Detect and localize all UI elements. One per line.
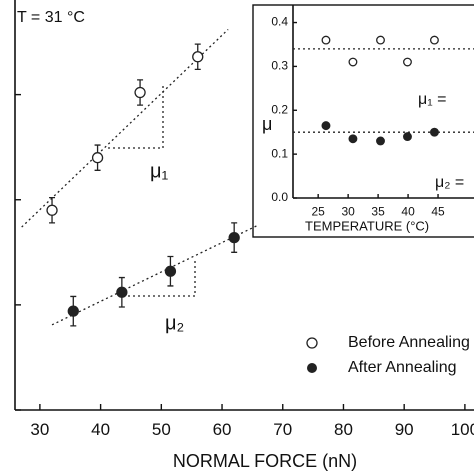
x-tick-label: 100: [451, 420, 474, 439]
y-tick-label: 0.1: [271, 146, 288, 160]
title: T = 31 °C: [17, 9, 85, 26]
point: [116, 286, 128, 298]
x-tick-label: 40: [401, 205, 415, 219]
point: [192, 51, 204, 63]
x-tick-label: 80: [334, 420, 353, 439]
inset-legend: μ₁ =: [418, 91, 446, 108]
annotation: μ₁: [150, 160, 169, 182]
x-tick-label: 45: [431, 205, 445, 219]
point: [134, 86, 146, 99]
y-tick-label: 0.0: [271, 190, 288, 204]
point: [46, 204, 58, 216]
x-axis-label: NORMAL FORCE (nN): [173, 451, 357, 471]
point: [429, 35, 439, 45]
point: [348, 134, 358, 144]
point: [67, 305, 79, 317]
legend-marker: [306, 337, 318, 349]
inset-legend: μ₂ =: [435, 174, 464, 191]
y-tick-label: 0.3: [271, 59, 288, 73]
x-tick-label: 40: [91, 420, 110, 439]
point: [403, 57, 412, 67]
x-tick-label: 60: [213, 420, 232, 439]
legend-label: After Annealing: [348, 359, 457, 376]
point: [91, 152, 104, 164]
point: [376, 136, 385, 146]
point: [321, 121, 331, 131]
point: [321, 35, 331, 45]
y-tick-label: 0.2: [271, 102, 288, 116]
point: [348, 57, 358, 67]
point: [429, 127, 439, 137]
x-tick-label: 30: [341, 205, 355, 219]
legend-marker: [307, 363, 317, 373]
point: [228, 231, 240, 244]
point: [403, 132, 412, 142]
point: [164, 265, 177, 277]
inset-y-label: μ: [262, 114, 272, 134]
x-tick-label: 50: [152, 420, 171, 439]
slope-marker: [108, 85, 164, 149]
point: [376, 35, 385, 45]
x-tick-label: 25: [311, 205, 325, 219]
fit-line: [51, 224, 259, 326]
annotation: μ₂: [165, 312, 184, 334]
x-tick-label: 35: [371, 205, 385, 219]
x-tick-label: 30: [30, 420, 49, 439]
x-tick-label: 90: [395, 420, 414, 439]
x-tick-label: 70: [273, 420, 292, 439]
legend-label: Before Annealing: [348, 334, 470, 351]
inset-x-label: TEMPERATURE (°C): [305, 218, 429, 233]
y-tick-label: 0.4: [271, 15, 288, 29]
slope-marker: [128, 260, 196, 297]
